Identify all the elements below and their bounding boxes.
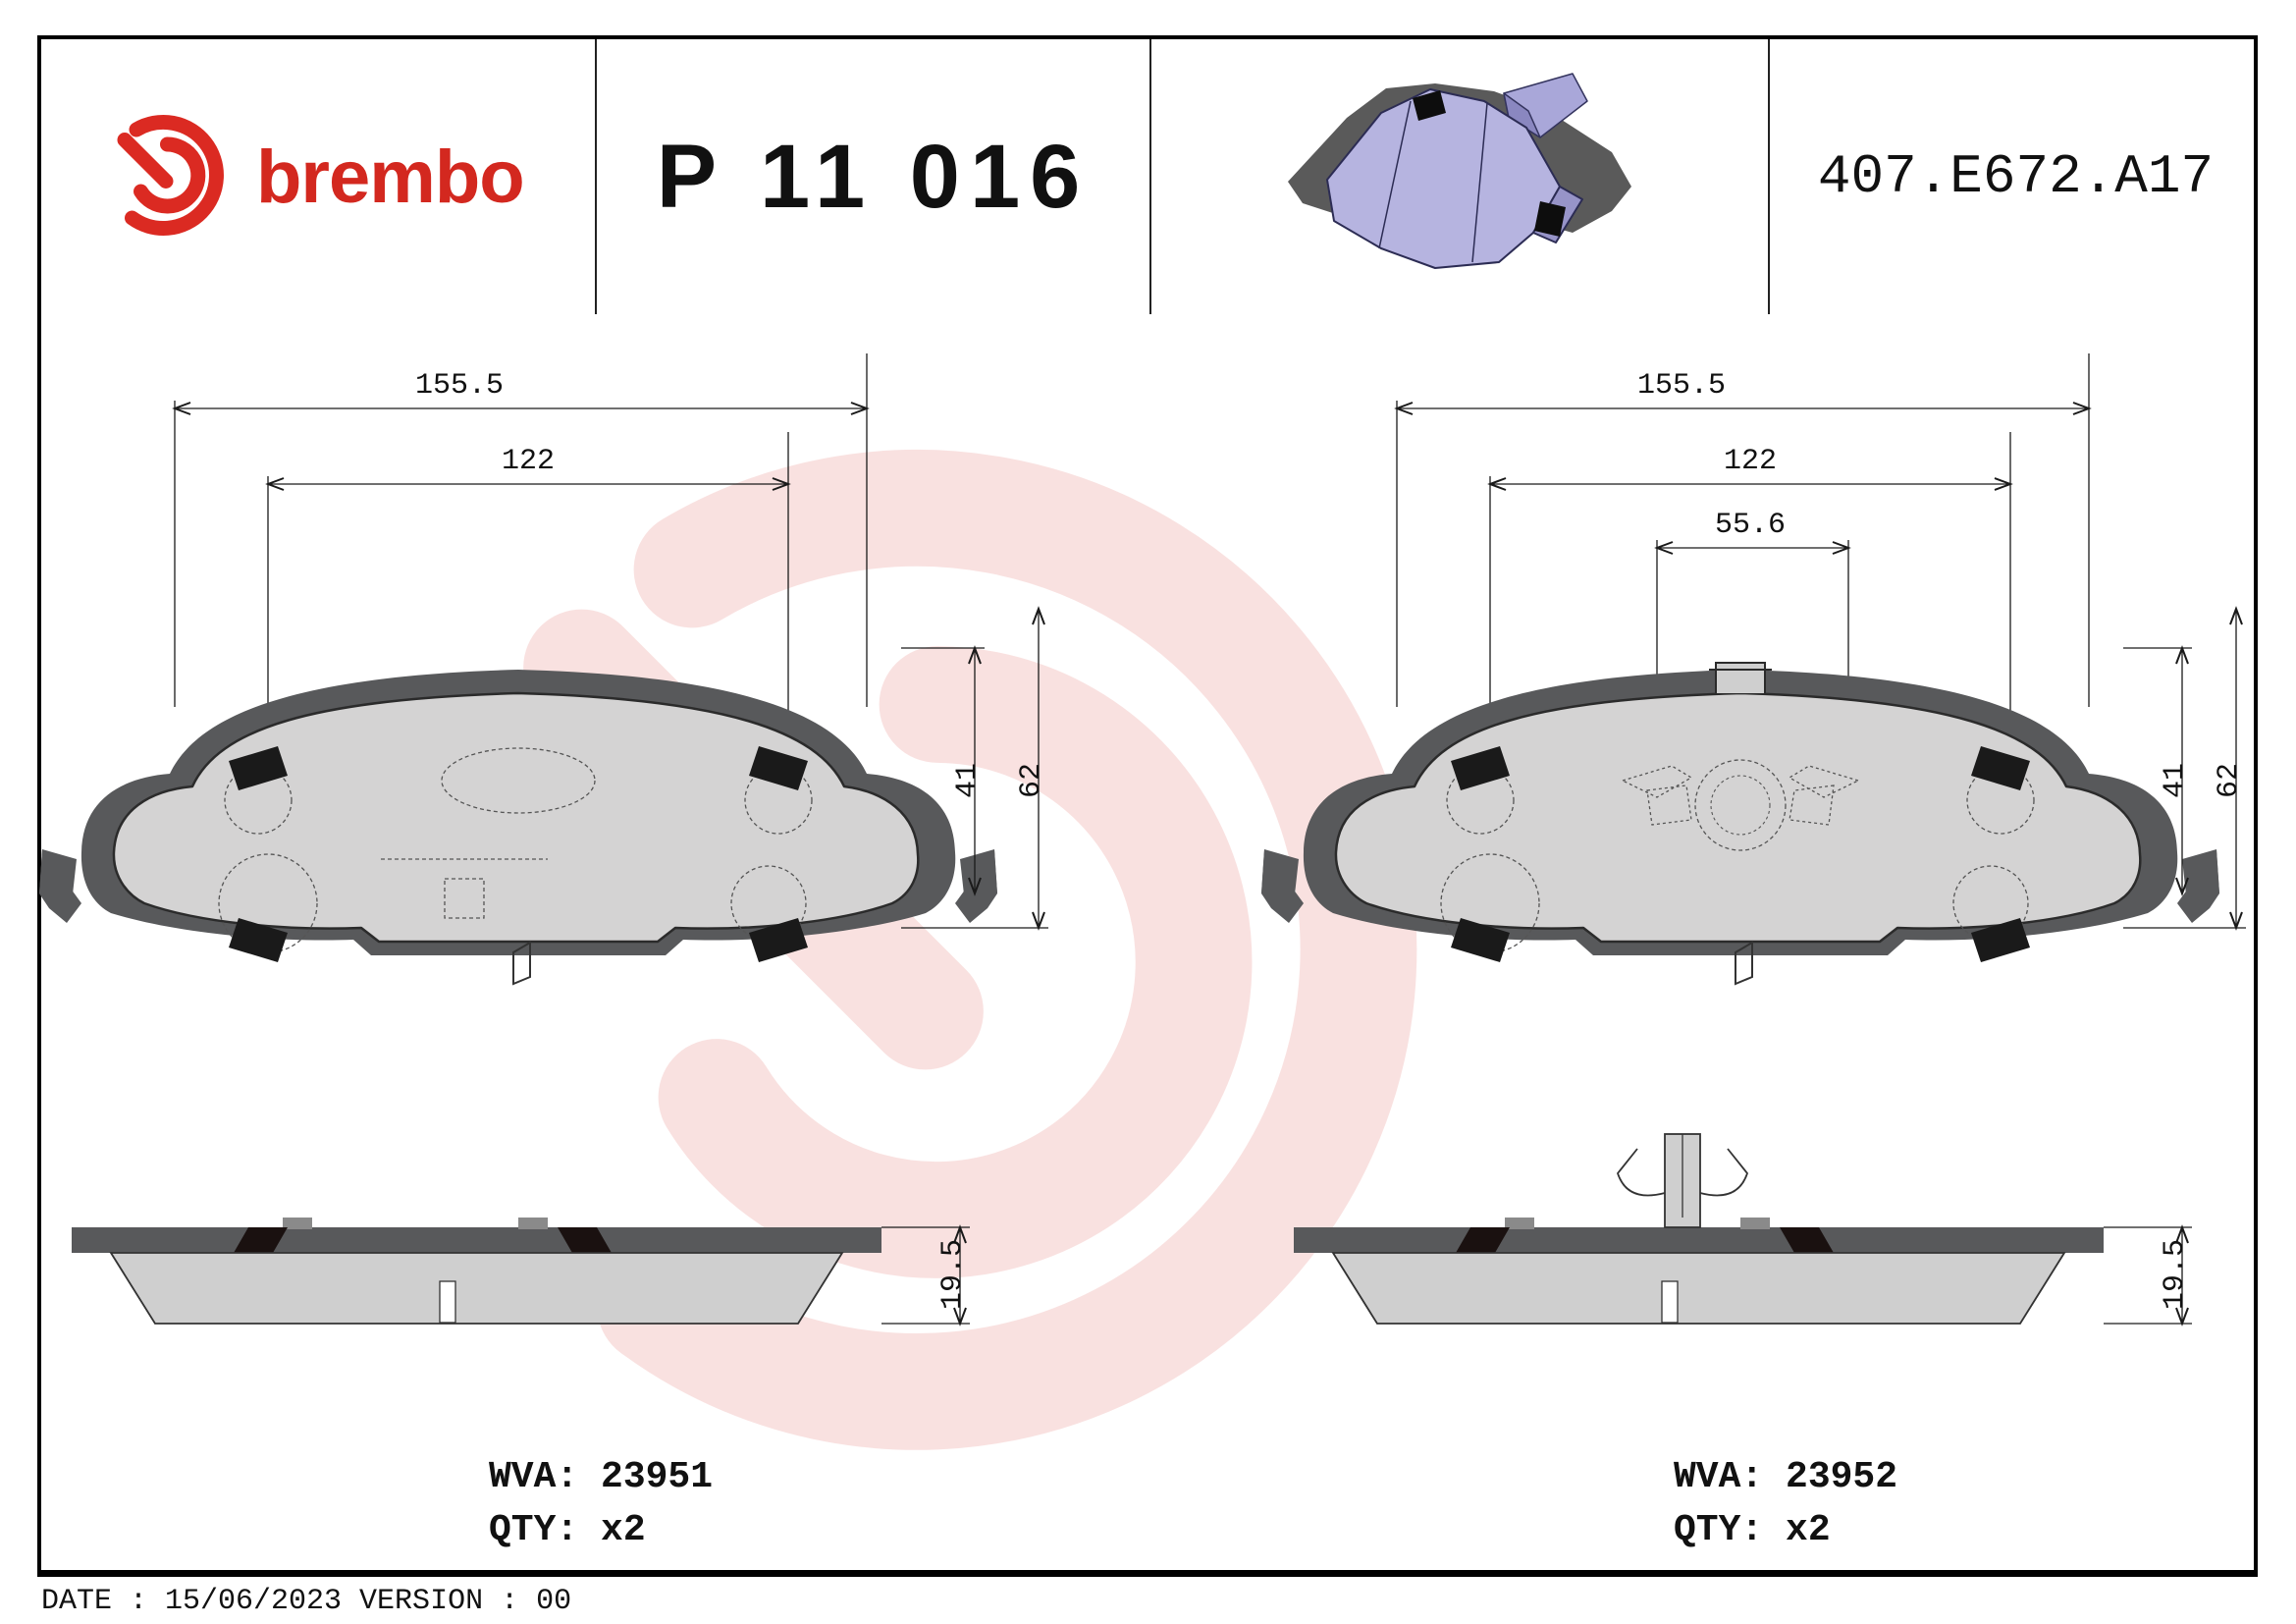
svg-text:55.6: 55.6 <box>1715 509 1786 542</box>
svg-text:41: 41 <box>2159 763 2192 798</box>
svg-text:155.5: 155.5 <box>415 369 504 403</box>
svg-text:62: 62 <box>1015 763 1048 798</box>
svg-text:41: 41 <box>951 763 985 798</box>
svg-text:19.5: 19.5 <box>2159 1239 2192 1310</box>
svg-text:155.5: 155.5 <box>1637 369 1726 403</box>
svg-text:122: 122 <box>502 445 555 478</box>
svg-text:62: 62 <box>2213 763 2246 798</box>
svg-text:122: 122 <box>1724 445 1777 478</box>
svg-text:19.5: 19.5 <box>936 1239 970 1310</box>
